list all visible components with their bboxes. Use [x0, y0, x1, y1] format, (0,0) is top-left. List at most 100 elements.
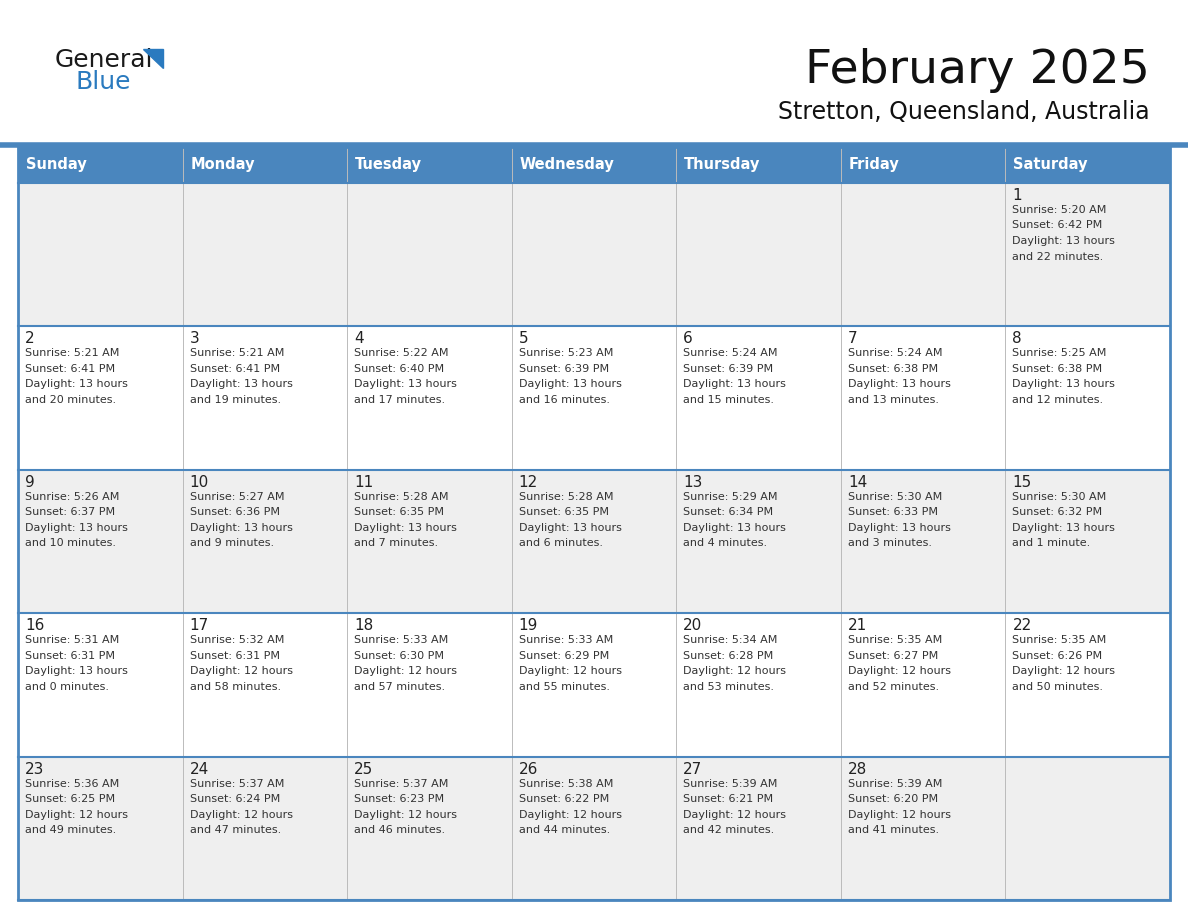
Text: 8: 8 — [1012, 331, 1022, 346]
Text: Sunset: 6:26 PM: Sunset: 6:26 PM — [1012, 651, 1102, 661]
Text: Daylight: 13 hours: Daylight: 13 hours — [848, 522, 950, 532]
Text: 25: 25 — [354, 762, 373, 777]
Text: Sunset: 6:31 PM: Sunset: 6:31 PM — [25, 651, 115, 661]
Text: 10: 10 — [190, 475, 209, 490]
Text: Sunrise: 5:28 AM: Sunrise: 5:28 AM — [519, 492, 613, 502]
Text: Sunrise: 5:37 AM: Sunrise: 5:37 AM — [190, 778, 284, 789]
Text: Sunset: 6:20 PM: Sunset: 6:20 PM — [848, 794, 939, 804]
Text: and 1 minute.: and 1 minute. — [1012, 538, 1091, 548]
Text: and 13 minutes.: and 13 minutes. — [848, 395, 939, 405]
Text: Daylight: 13 hours: Daylight: 13 hours — [1012, 236, 1116, 246]
Bar — [512, 147, 676, 183]
Text: 19: 19 — [519, 618, 538, 633]
Text: Daylight: 13 hours: Daylight: 13 hours — [25, 666, 128, 677]
Text: and 46 minutes.: and 46 minutes. — [354, 825, 446, 835]
Text: and 3 minutes.: and 3 minutes. — [848, 538, 931, 548]
Text: and 55 minutes.: and 55 minutes. — [519, 682, 609, 691]
Text: and 22 minutes.: and 22 minutes. — [1012, 252, 1104, 262]
Text: 4: 4 — [354, 331, 364, 346]
Text: 26: 26 — [519, 762, 538, 777]
Text: Sunrise: 5:33 AM: Sunrise: 5:33 AM — [354, 635, 448, 645]
Text: Daylight: 13 hours: Daylight: 13 hours — [683, 379, 786, 389]
Text: Daylight: 13 hours: Daylight: 13 hours — [354, 522, 457, 532]
Text: and 10 minutes.: and 10 minutes. — [25, 538, 116, 548]
Text: Sunrise: 5:25 AM: Sunrise: 5:25 AM — [1012, 349, 1107, 358]
Text: Sunrise: 5:37 AM: Sunrise: 5:37 AM — [354, 778, 449, 789]
Text: and 19 minutes.: and 19 minutes. — [190, 395, 280, 405]
Text: February 2025: February 2025 — [805, 48, 1150, 93]
Text: Saturday: Saturday — [1013, 158, 1088, 173]
Text: and 20 minutes.: and 20 minutes. — [25, 395, 116, 405]
Text: Daylight: 12 hours: Daylight: 12 hours — [190, 666, 292, 677]
Text: Tuesday: Tuesday — [355, 158, 422, 173]
Text: 5: 5 — [519, 331, 529, 346]
Text: Sunset: 6:22 PM: Sunset: 6:22 PM — [519, 794, 609, 804]
Text: Sunset: 6:21 PM: Sunset: 6:21 PM — [683, 794, 773, 804]
Text: Sunset: 6:24 PM: Sunset: 6:24 PM — [190, 794, 280, 804]
Text: and 49 minutes.: and 49 minutes. — [25, 825, 116, 835]
Text: Daylight: 13 hours: Daylight: 13 hours — [190, 379, 292, 389]
Text: 13: 13 — [683, 475, 702, 490]
Text: Sunrise: 5:21 AM: Sunrise: 5:21 AM — [190, 349, 284, 358]
Text: Sunset: 6:33 PM: Sunset: 6:33 PM — [848, 508, 937, 518]
Text: Sunrise: 5:29 AM: Sunrise: 5:29 AM — [683, 492, 778, 502]
Text: and 4 minutes.: and 4 minutes. — [683, 538, 767, 548]
Text: 17: 17 — [190, 618, 209, 633]
Text: Thursday: Thursday — [684, 158, 760, 173]
Text: Sunrise: 5:30 AM: Sunrise: 5:30 AM — [1012, 492, 1107, 502]
Text: 24: 24 — [190, 762, 209, 777]
Text: 11: 11 — [354, 475, 373, 490]
Text: Sunrise: 5:39 AM: Sunrise: 5:39 AM — [848, 778, 942, 789]
Text: Daylight: 13 hours: Daylight: 13 hours — [354, 379, 457, 389]
Text: and 47 minutes.: and 47 minutes. — [190, 825, 280, 835]
Text: Sunrise: 5:38 AM: Sunrise: 5:38 AM — [519, 778, 613, 789]
Text: and 9 minutes.: and 9 minutes. — [190, 538, 273, 548]
Text: Sunrise: 5:32 AM: Sunrise: 5:32 AM — [190, 635, 284, 645]
Bar — [18, 147, 183, 183]
Text: Sunset: 6:41 PM: Sunset: 6:41 PM — [25, 364, 115, 374]
Text: and 17 minutes.: and 17 minutes. — [354, 395, 446, 405]
Text: Sunrise: 5:24 AM: Sunrise: 5:24 AM — [683, 349, 778, 358]
Text: Daylight: 12 hours: Daylight: 12 hours — [683, 810, 786, 820]
Bar — [676, 147, 841, 183]
Text: Sunday: Sunday — [26, 158, 87, 173]
Text: Sunrise: 5:27 AM: Sunrise: 5:27 AM — [190, 492, 284, 502]
Text: Daylight: 13 hours: Daylight: 13 hours — [25, 522, 128, 532]
Text: and 52 minutes.: and 52 minutes. — [848, 682, 939, 691]
Text: Sunset: 6:25 PM: Sunset: 6:25 PM — [25, 794, 115, 804]
Text: and 12 minutes.: and 12 minutes. — [1012, 395, 1104, 405]
Text: and 15 minutes.: and 15 minutes. — [683, 395, 775, 405]
Text: Sunset: 6:32 PM: Sunset: 6:32 PM — [1012, 508, 1102, 518]
Text: Sunrise: 5:24 AM: Sunrise: 5:24 AM — [848, 349, 942, 358]
Bar — [1005, 147, 1170, 183]
Text: Daylight: 12 hours: Daylight: 12 hours — [519, 666, 621, 677]
Text: 28: 28 — [848, 762, 867, 777]
Text: and 6 minutes.: and 6 minutes. — [519, 538, 602, 548]
Text: Sunrise: 5:35 AM: Sunrise: 5:35 AM — [1012, 635, 1107, 645]
Text: Sunrise: 5:22 AM: Sunrise: 5:22 AM — [354, 349, 449, 358]
Text: 7: 7 — [848, 331, 858, 346]
Text: Daylight: 12 hours: Daylight: 12 hours — [848, 810, 950, 820]
Text: 16: 16 — [25, 618, 44, 633]
Bar — [183, 147, 347, 183]
Text: 3: 3 — [190, 331, 200, 346]
Text: 21: 21 — [848, 618, 867, 633]
Text: Sunset: 6:42 PM: Sunset: 6:42 PM — [1012, 220, 1102, 230]
Text: Sunrise: 5:20 AM: Sunrise: 5:20 AM — [1012, 205, 1107, 215]
Text: Daylight: 13 hours: Daylight: 13 hours — [190, 522, 292, 532]
Text: Sunset: 6:29 PM: Sunset: 6:29 PM — [519, 651, 609, 661]
Text: Sunset: 6:27 PM: Sunset: 6:27 PM — [848, 651, 939, 661]
Text: Daylight: 13 hours: Daylight: 13 hours — [1012, 522, 1116, 532]
Text: and 57 minutes.: and 57 minutes. — [354, 682, 446, 691]
Text: Sunset: 6:35 PM: Sunset: 6:35 PM — [519, 508, 608, 518]
Text: Daylight: 12 hours: Daylight: 12 hours — [354, 810, 457, 820]
Text: and 0 minutes.: and 0 minutes. — [25, 682, 109, 691]
Text: 12: 12 — [519, 475, 538, 490]
Text: Sunset: 6:31 PM: Sunset: 6:31 PM — [190, 651, 279, 661]
Text: and 53 minutes.: and 53 minutes. — [683, 682, 775, 691]
Text: 15: 15 — [1012, 475, 1031, 490]
Text: and 41 minutes.: and 41 minutes. — [848, 825, 939, 835]
Text: Sunrise: 5:31 AM: Sunrise: 5:31 AM — [25, 635, 119, 645]
Text: Daylight: 12 hours: Daylight: 12 hours — [683, 666, 786, 677]
Text: 9: 9 — [25, 475, 34, 490]
